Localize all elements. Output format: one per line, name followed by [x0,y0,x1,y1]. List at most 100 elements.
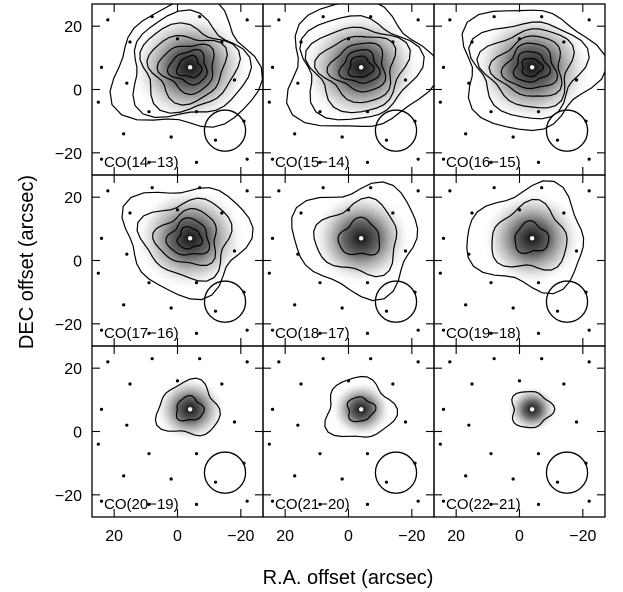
sampling-point [464,474,468,478]
sampling-point [441,407,446,411]
panel-4: CO(17−16) [91,174,264,347]
sampling-point [536,331,541,335]
sampling-point [365,502,370,506]
sampling-point [99,65,104,69]
sampling-point [365,110,370,114]
beam-circle [203,451,247,494]
x-tick-label: −20 [227,528,254,545]
sampling-point [441,328,446,332]
sampling-point [296,423,300,427]
sampling-point [467,81,471,85]
y-tick-label: 20 [64,190,82,207]
sampling-point [150,357,154,361]
sampling-point [150,186,154,190]
y-tick-label: −20 [55,146,82,163]
peak-marker [358,65,364,70]
sampling-point [99,499,104,503]
sampling-point [194,502,199,506]
sampling-point [517,37,522,41]
sampling-point [99,157,104,161]
sampling-point [540,186,544,190]
sampling-point [489,502,493,506]
sampling-point [391,382,395,386]
sampling-point [448,189,452,193]
sampling-point [122,132,126,136]
sampling-point [574,78,579,82]
panel-6: CO(19−18) [433,174,606,347]
sampling-point [346,37,351,41]
sampling-point [293,303,297,307]
sampling-point [464,132,468,136]
sampling-point [175,379,180,383]
sampling-point [318,452,322,456]
beam-circle [545,280,589,323]
sampling-point [540,15,544,19]
peak-marker [529,407,535,412]
sampling-point [245,18,249,22]
y-tick-label: 0 [73,425,82,442]
sampling-point [467,423,471,427]
contour-level [165,217,211,256]
sampling-point [194,452,199,456]
sampling-point [150,15,154,19]
contour-level [291,181,419,302]
sampling-point [106,189,110,193]
x-tick-label: −20 [398,528,425,545]
sampling-point [470,40,474,44]
sampling-point [441,65,446,69]
sampling-point [441,499,446,503]
sampling-point [365,281,370,285]
sampling-point [245,499,249,503]
contour-level [337,216,381,256]
panel-5: CO(18−17) [262,174,435,347]
contour-level [175,54,203,79]
x-axis: 20 0 −20 20 0 −20 20 0 −20 [105,528,596,545]
sampling-point [318,160,322,164]
sampling-point [245,189,249,193]
sampling-point [169,477,173,481]
sampling-point [536,452,541,456]
sampling-point [125,423,129,427]
sampling-point [99,236,104,240]
sampling-point [122,303,126,307]
sampling-point [194,110,199,114]
sampling-point [293,132,297,136]
sampling-point [438,442,442,446]
sampling-point [346,208,351,212]
sampling-point [213,309,218,313]
sampling-point [391,40,395,44]
x-tick-label: 0 [344,528,353,545]
panel-9: CO(22−21) [433,345,606,518]
contour-level [346,396,377,423]
x-tick-label: 20 [276,528,294,545]
sampling-point [340,306,344,310]
sampling-point [391,211,395,215]
sampling-point [369,186,373,190]
sampling-point [517,208,522,212]
sampling-point [245,157,249,161]
panel-label: CO(15−14) [275,154,350,171]
sampling-point [270,328,275,332]
contour-level [299,15,425,121]
contour-level [466,180,585,295]
x-tick-label: 20 [447,528,465,545]
sampling-point [270,499,275,503]
contour-level [488,35,563,97]
sampling-point [403,78,408,82]
sampling-point [536,502,541,506]
sampling-point [267,271,271,275]
sampling-point [213,480,218,484]
sampling-point [369,357,373,361]
sampling-point [489,110,493,114]
sampling-point [245,360,249,364]
sampling-point [365,452,370,456]
sampling-point [267,100,271,104]
sampling-point [147,452,151,456]
sampling-point [296,81,300,85]
sampling-point [220,40,224,44]
contour-level [511,390,556,429]
sampling-point [169,306,173,310]
panel-7: CO(20−19) [91,345,264,518]
sampling-point [270,407,275,411]
